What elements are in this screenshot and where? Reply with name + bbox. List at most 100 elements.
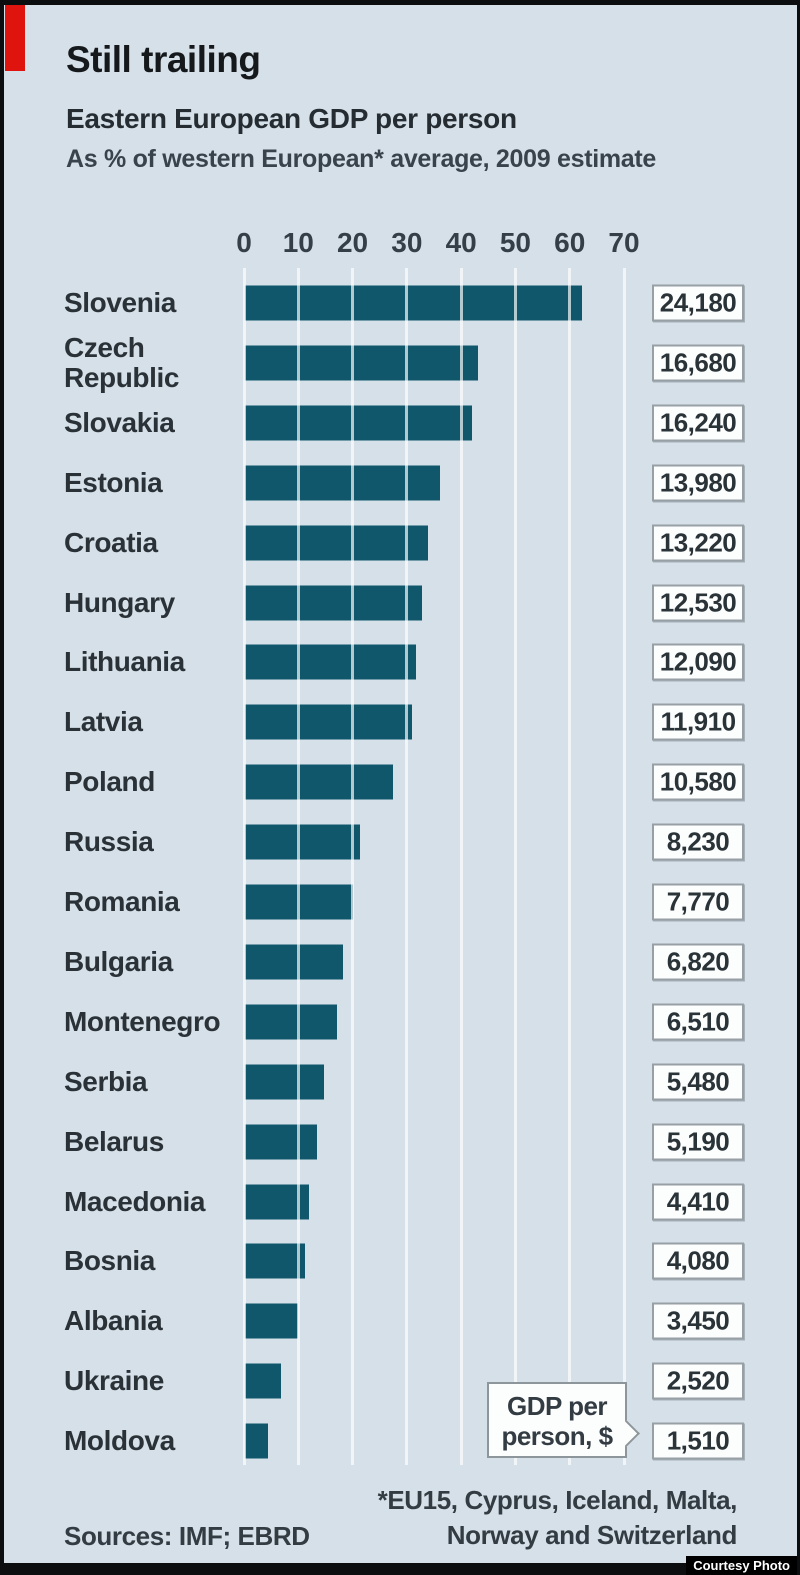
value-bar <box>245 285 582 321</box>
value-bar <box>245 1243 305 1279</box>
country-label: Bosnia <box>64 1245 155 1277</box>
bar-rows: Slovenia 24,180 Czech Republic 16,680 Slovak… <box>4 5 797 1563</box>
value-bar <box>245 1004 337 1040</box>
chart-row: Moldova 1,510 <box>4 1411 797 1471</box>
axis-tick: 40 <box>445 227 477 258</box>
value-bar <box>245 944 343 980</box>
gdp-value-box: 12,090 <box>652 643 744 681</box>
value-bar <box>245 764 393 800</box>
chart-row: Albania 3,450 <box>4 1291 797 1351</box>
chart-row: Bosnia 4,080 <box>4 1231 797 1291</box>
gdp-value-box: 7,770 <box>652 883 744 921</box>
value-bar <box>245 1303 299 1339</box>
value-bar <box>245 585 422 620</box>
axis-tick: 60 <box>554 227 586 258</box>
country-label: Croatia <box>64 526 158 558</box>
gdp-value-box: 4,080 <box>652 1242 744 1280</box>
gdp-value-box: 6,820 <box>652 943 744 981</box>
chart-row: Croatia 13,220 <box>4 513 797 573</box>
axis-tick: 70 <box>608 227 640 258</box>
axis-tick: 50 <box>499 227 531 258</box>
value-bar <box>245 884 354 920</box>
value-bar <box>245 465 441 501</box>
chart-row: Russia 8,230 <box>4 812 797 872</box>
chart-row: Montenegro 6,510 <box>4 992 797 1052</box>
gdp-value-box: 24,180 <box>652 284 744 322</box>
country-label: Romania <box>64 886 180 918</box>
gdp-value-box: 6,510 <box>652 1003 744 1041</box>
footnote-line1: *EU15, Cyprus, Iceland, Malta, <box>377 1485 738 1515</box>
value-bar <box>245 405 472 441</box>
country-label: Belarus <box>64 1125 164 1157</box>
country-label: Albania <box>64 1305 163 1337</box>
gdp-value-box: 16,240 <box>652 404 744 442</box>
footnote-line2: Norway and Switzerland <box>446 1520 738 1550</box>
credit-badge: Courtesy Photo <box>686 1556 797 1575</box>
country-label: Ukraine <box>64 1365 164 1397</box>
footnote: *EU15, Cyprus, Iceland, Malta, Norway an… <box>377 1483 738 1553</box>
chart-row: Belarus 5,190 <box>4 1112 797 1172</box>
country-label: Estonia <box>64 466 163 498</box>
chart-row: Czech Republic 16,680 <box>4 332 797 393</box>
chart-canvas: Still trailing Eastern European GDP per … <box>4 5 797 1563</box>
chart-title: Still trailing <box>66 39 261 80</box>
gdp-callout-line2: person, $ <box>501 1421 613 1451</box>
gdp-value-box: 2,520 <box>652 1362 744 1400</box>
country-label: Moldova <box>64 1425 175 1457</box>
country-label: Montenegro <box>64 1005 221 1037</box>
value-bar <box>245 1363 281 1399</box>
country-label: Hungary <box>64 586 175 618</box>
country-label: Lithuania <box>64 646 185 678</box>
gdp-value-box: 1,510 <box>652 1422 744 1460</box>
chart-row: Lithuania 12,090 <box>4 632 797 692</box>
brand-red-tab <box>5 5 25 71</box>
chart-row: Macedonia 4,410 <box>4 1172 797 1232</box>
gdp-callout: GDP per person, $ <box>487 1382 640 1458</box>
country-label: Slovenia <box>64 287 176 319</box>
axis-tick: 20 <box>336 227 369 258</box>
value-bar <box>245 1064 324 1100</box>
chart-row: Slovakia 16,240 <box>4 393 797 453</box>
country-label: Macedonia <box>64 1185 206 1217</box>
sources-note: Sources: IMF; EBRD <box>64 1521 310 1551</box>
gdp-callout-line1: GDP per <box>506 1391 608 1421</box>
axis-tick: 0 <box>236 227 252 258</box>
country-label: Russia <box>64 826 154 858</box>
gdp-value-box: 11,910 <box>652 703 744 741</box>
value-bar <box>245 644 416 680</box>
chart-subtitle: Eastern European GDP per person <box>66 103 517 134</box>
gdp-value-box: 5,190 <box>652 1123 744 1161</box>
gdp-value-box: 3,450 <box>652 1302 744 1340</box>
gdp-value-box: 8,230 <box>652 823 744 861</box>
axis-tick: 30 <box>391 227 423 258</box>
value-bar <box>245 525 429 561</box>
chart-row: Hungary 12,530 <box>4 573 797 633</box>
country-label: Poland <box>64 766 155 798</box>
x-axis: 0 10 20 30 40 50 60 70 <box>4 227 797 261</box>
axis-tick: 10 <box>282 227 314 258</box>
country-label: Latvia <box>64 706 143 738</box>
gdp-value-box: 13,220 <box>652 524 744 562</box>
gdp-value-box: 5,480 <box>652 1063 744 1101</box>
value-bar <box>245 1423 269 1459</box>
chart-measure-note: As % of western European* average, 2009 … <box>66 145 657 173</box>
value-bar <box>245 345 479 381</box>
country-label: Serbia <box>64 1065 148 1097</box>
gdp-value-box: 4,410 <box>652 1183 744 1220</box>
chart-row: Ukraine 2,520 <box>4 1351 797 1411</box>
gdp-value-box: 10,580 <box>652 763 744 801</box>
value-bar <box>245 1184 310 1219</box>
chart-row: Poland 10,580 <box>4 752 797 812</box>
chart-row: Romania 7,770 <box>4 872 797 932</box>
chart-row: Estonia 13,980 <box>4 453 797 513</box>
chart-row: Slovenia 24,180 <box>4 273 797 333</box>
value-bar <box>245 704 412 740</box>
country-label: Slovakia <box>64 406 175 438</box>
gdp-value-box: 16,680 <box>652 344 744 382</box>
value-bar <box>245 824 361 860</box>
chart-row: Latvia 11,910 <box>4 692 797 752</box>
gdp-value-box: 12,530 <box>652 584 744 621</box>
gdp-value-box: 13,980 <box>652 464 744 502</box>
chart-row: Serbia 5,480 <box>4 1052 797 1112</box>
